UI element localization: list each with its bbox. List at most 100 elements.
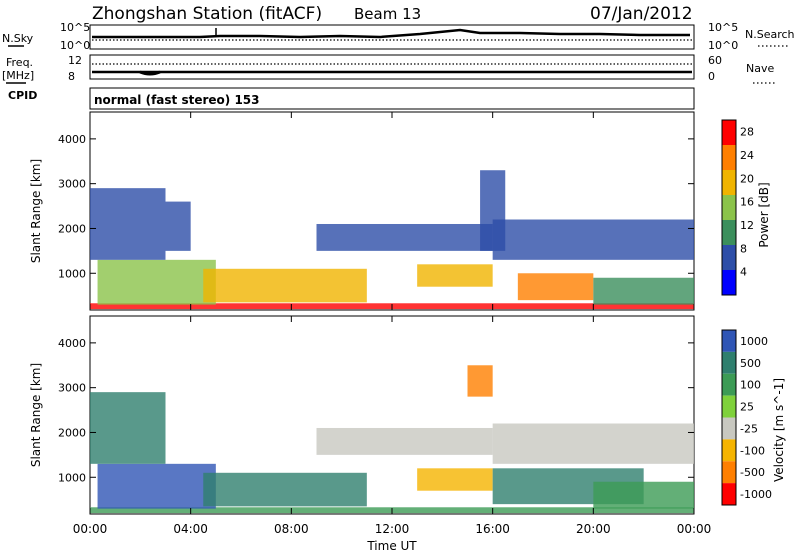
noise-left-tick-low: 10^0	[60, 39, 90, 52]
freq-tick-low: 8	[68, 70, 75, 83]
velocity-x-ticks	[89, 316, 695, 514]
power-colorbar-tick: 8	[740, 242, 747, 255]
velocity-colorbar-swatch	[722, 439, 736, 462]
cpid-label: CPID	[8, 89, 37, 102]
power-colorbar-tick: 4	[740, 266, 747, 279]
power-colorbar-swatch	[722, 120, 736, 145]
power-colorbar-swatch	[722, 220, 736, 245]
y-tick-label: 1000	[58, 267, 86, 280]
x-tick-label: 16:00	[475, 522, 510, 536]
power-colorbar-swatch	[722, 145, 736, 170]
power-colorbar-swatch	[722, 270, 736, 295]
power-y-ticks: 1000 2000 3000 4000	[58, 133, 694, 280]
y-tick-label: 2000	[58, 426, 86, 439]
velocity-colorbar-tick: -25	[740, 422, 758, 435]
power-colorbar-frame	[721, 119, 737, 296]
velocity-colorbar-swatch	[722, 483, 736, 505]
date-label: 07/Jan/2012	[590, 4, 693, 24]
power-colorbar-tick: 20	[740, 172, 754, 185]
x-tick-label: 00:00	[73, 522, 108, 536]
data-band	[97, 463, 216, 509]
velocity-y-axis-label: Slant Range [km]	[29, 363, 43, 467]
data-band	[90, 188, 166, 260]
velocity-colorbar-tick: -1000	[740, 488, 772, 501]
data-band	[492, 423, 694, 464]
power-x-ticks	[89, 112, 695, 310]
freq-left-unit: [MHz]	[2, 69, 34, 82]
x-tick-label: 20:00	[576, 522, 611, 536]
y-tick-label: 1000	[58, 471, 86, 484]
x-tick-label: 04:00	[173, 522, 208, 536]
noise-panel-frame	[89, 24, 695, 50]
cpid-panel-frame	[89, 87, 695, 110]
data-band	[316, 427, 493, 455]
velocity-colorbar-swatch	[722, 351, 736, 374]
data-band	[90, 392, 166, 464]
y-tick-label: 4000	[58, 337, 86, 350]
power-colorbar-tick: 24	[740, 149, 754, 162]
data-band	[97, 259, 216, 305]
velocity-panel: 1000 2000 3000 4000 Slant Range [km]	[29, 315, 695, 515]
power-colorbar-swatch	[722, 245, 736, 270]
velocity-colorbar-tick: 25	[740, 401, 754, 414]
power-colorbar-tick: 28	[740, 126, 754, 139]
freq-excursion	[139, 70, 161, 76]
beam-label: Beam 13	[354, 5, 421, 23]
freq-left-label: Freq.	[6, 56, 33, 69]
y-tick-label: 3000	[58, 382, 86, 395]
y-tick-label: 3000	[58, 178, 86, 191]
power-colorbar-tick: 16	[740, 196, 754, 209]
x-tick-label: 00:00	[677, 522, 712, 536]
velocity-colorbar-tick: 100	[740, 379, 761, 392]
y-tick-label: 4000	[58, 133, 86, 146]
nave-tick-high: 60	[708, 54, 722, 67]
data-band	[593, 481, 694, 509]
velocity-colorbar-swatch	[722, 395, 736, 418]
time-axis-label: Time UT	[366, 539, 417, 553]
velocity-colorbar-swatch	[722, 330, 736, 352]
data-band	[417, 264, 493, 287]
velocity-colorbar-tick: -500	[740, 466, 765, 479]
time-axis-labels: 00:00 04:00 08:00 12:00 16:00 20:00 00:00	[73, 522, 712, 536]
power-colorbar-label: Power [dB]	[757, 182, 771, 247]
velocity-colorbar-frame	[721, 329, 737, 506]
power-colorbar: 4 8 12 16 20 24 28	[721, 119, 754, 296]
data-band	[417, 468, 493, 491]
power-colorbar-swatch	[722, 170, 736, 195]
data-band	[593, 277, 694, 305]
noise-right-tick-low: 10^0	[708, 39, 738, 52]
nave-label: Nave	[746, 62, 774, 75]
velocity-colorbar: 1000 500 100 25 -25 -100 -500 -1000	[721, 329, 772, 506]
power-colorbar-swatch	[722, 195, 736, 220]
velocity-colorbar-swatch	[722, 461, 736, 484]
noise-right-tick-high: 10^5	[708, 21, 738, 34]
x-tick-label: 08:00	[274, 522, 309, 536]
data-band	[203, 268, 367, 303]
data-band	[165, 201, 191, 251]
data-band	[316, 223, 493, 251]
power-colorbar-tick: 12	[740, 219, 754, 232]
velocity-colorbar-tick: 1000	[740, 335, 768, 348]
nave-tick-low: 0	[708, 70, 715, 83]
velocity-data-bands	[90, 365, 694, 514]
data-band	[517, 273, 594, 301]
y-tick-label: 2000	[58, 222, 86, 235]
velocity-y-ticks: 1000 2000 3000 4000	[58, 337, 694, 484]
freq-panel-frame	[89, 54, 695, 80]
data-band	[492, 219, 694, 260]
power-y-axis-label: Slant Range [km]	[29, 159, 43, 263]
velocity-colorbar-swatch	[722, 417, 736, 440]
noise-left-tick-high: 10^5	[60, 21, 90, 34]
cpid-text: normal (fast stereo) 153	[94, 93, 260, 107]
station-title: Zhongshan Station (fitACF)	[92, 4, 322, 24]
freq-tick-high: 12	[68, 54, 82, 67]
noise-sky-trace	[92, 28, 690, 39]
noise-right-label: N.Search	[745, 28, 795, 41]
velocity-colorbar-swatch	[722, 373, 736, 396]
data-band	[203, 472, 367, 507]
velocity-colorbar-label: Velocity [m s^-1]	[772, 378, 786, 482]
x-tick-label: 12:00	[375, 522, 410, 536]
noise-left-label: N.Sky	[2, 32, 34, 45]
data-band	[467, 365, 493, 397]
